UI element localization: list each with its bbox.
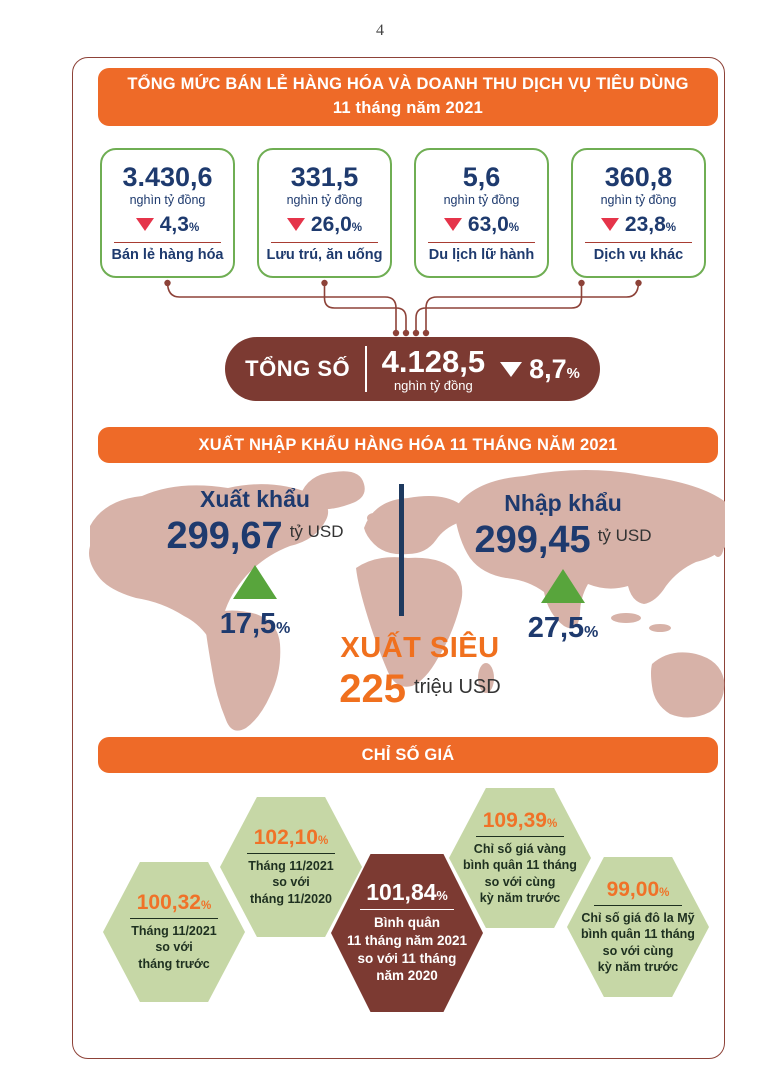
percent-sign: % bbox=[317, 835, 329, 848]
retail-title-line1: TỔNG MỨC BÁN LẺ HÀNG HÓA VÀ DOANH THU DỊ… bbox=[127, 75, 689, 94]
card-label: Bán lẻ hàng hóa bbox=[111, 246, 224, 263]
percent-sign: % bbox=[436, 889, 448, 904]
trade-surplus-block: XUẤT SIÊU 225 triệu USD bbox=[310, 632, 530, 709]
card-unit: nghìn tỷ đồng bbox=[129, 192, 206, 207]
card-value: 3.430,6 bbox=[122, 162, 213, 193]
total-banner: TỔNG SỐ 4.128,5 nghìn tỷ đồng 8,7% bbox=[225, 337, 600, 401]
card-du-lich-lu-hanh: 5,6 nghìn tỷ đồng 63,0% Du lịch lữ hành bbox=[414, 148, 549, 278]
content-frame bbox=[72, 57, 725, 1059]
percent-sign: % bbox=[276, 620, 291, 637]
total-unit: nghìn tỷ đồng bbox=[393, 378, 473, 393]
divider bbox=[129, 918, 219, 920]
hex-value: 101,84 bbox=[366, 879, 437, 906]
export-change-value: 17,5 bbox=[219, 608, 277, 640]
percent-sign: % bbox=[200, 900, 212, 913]
world-map bbox=[89, 470, 725, 731]
triangle-down-icon bbox=[443, 218, 462, 232]
percent-sign: % bbox=[546, 818, 558, 830]
total-label: TỔNG SỐ bbox=[245, 356, 351, 381]
export-label: Xuất khẩu bbox=[200, 486, 310, 512]
hex-label: Chỉ số giá đô la Mỹ bình quân 11 tháng s… bbox=[581, 911, 695, 974]
percent-sign: % bbox=[584, 624, 599, 641]
export-value: 299,67 bbox=[166, 515, 283, 557]
card-change: 4,3% bbox=[135, 212, 200, 237]
percent-sign: % bbox=[188, 221, 200, 234]
card-value: 331,5 bbox=[290, 162, 359, 193]
card-unit: nghìn tỷ đồng bbox=[600, 192, 677, 207]
triangle-up-icon bbox=[233, 565, 277, 599]
hex-label: Tháng 11/2021 so với tháng 11/2020 bbox=[248, 859, 334, 906]
price-title: CHỈ SỐ GIÁ bbox=[361, 745, 455, 764]
card-change-value: 63,0 bbox=[467, 212, 509, 236]
triangle-down-icon bbox=[135, 218, 154, 232]
card-label: Du lịch lữ hành bbox=[428, 246, 535, 263]
card-dich-vu-khac: 360,8 nghìn tỷ đồng 23,8% Dịch vụ khác bbox=[571, 148, 706, 278]
hex-label: Tháng 11/2021 so với tháng trước bbox=[131, 924, 217, 971]
percent-sign: % bbox=[665, 221, 677, 234]
import-block: Nhập khẩu 299,45 tỷ USD 27,5% bbox=[438, 490, 688, 645]
hex-label: Bình quân 11 tháng năm 2021 so với 11 th… bbox=[346, 915, 468, 984]
divider bbox=[365, 346, 367, 392]
import-unit: tỷ USD bbox=[597, 526, 652, 545]
hex-label: Chỉ số giá vàng bình quân 11 tháng so vớ… bbox=[463, 842, 577, 905]
card-change: 23,8% bbox=[600, 212, 677, 237]
retail-section-header: TỔNG MỨC BÁN LẺ HÀNG HÓA VÀ DOANH THU DỊ… bbox=[98, 68, 718, 126]
divider bbox=[427, 241, 536, 243]
divider bbox=[475, 836, 565, 837]
card-unit: nghìn tỷ đồng bbox=[286, 192, 363, 207]
card-change: 26,0% bbox=[286, 212, 363, 237]
hex-value: 102,10 bbox=[253, 826, 318, 850]
divider bbox=[113, 241, 222, 243]
card-unit: nghìn tỷ đồng bbox=[443, 192, 520, 207]
retail-title-line2: 11 tháng năm 2021 bbox=[332, 99, 484, 117]
import-label: Nhập khẩu bbox=[504, 490, 622, 516]
percent-sign: % bbox=[508, 221, 520, 234]
card-label: Lưu trú, ăn uống bbox=[266, 246, 383, 263]
export-block: Xuất khẩu 299,67 tỷ USD 17,5% bbox=[130, 486, 380, 641]
center-divider bbox=[399, 484, 404, 616]
card-luu-tru-an-uong: 331,5 nghìn tỷ đồng 26,0% Lưu trú, ăn uố… bbox=[257, 148, 392, 278]
divider bbox=[593, 905, 683, 906]
hex-value: 109,39 bbox=[482, 809, 547, 832]
card-value: 5,6 bbox=[462, 162, 501, 193]
total-value: 4.128,5 bbox=[381, 344, 486, 379]
card-change-value: 26,0 bbox=[310, 212, 352, 236]
surplus-unit: triệu USD bbox=[414, 676, 501, 698]
divider bbox=[584, 241, 693, 243]
export-unit: tỷ USD bbox=[289, 522, 344, 541]
trade-title: XUẤT NHẬP KHẨU HÀNG HÓA 11 THÁNG NĂM 202… bbox=[198, 435, 618, 454]
triangle-up-icon bbox=[541, 569, 585, 603]
card-change: 63,0% bbox=[443, 212, 520, 237]
import-change-value: 27,5 bbox=[527, 612, 585, 644]
price-section-header: CHỈ SỐ GIÁ bbox=[98, 737, 718, 773]
card-label: Dịch vụ khác bbox=[593, 246, 684, 263]
total-change: 8,7% bbox=[500, 354, 580, 385]
percent-sign: % bbox=[351, 221, 363, 234]
surplus-label: XUẤT SIÊU bbox=[340, 632, 500, 664]
card-value: 360,8 bbox=[604, 162, 673, 193]
triangle-down-icon bbox=[600, 218, 619, 232]
hex-value: 100,32 bbox=[136, 891, 201, 915]
divider bbox=[270, 241, 379, 243]
page-number: 4 bbox=[376, 22, 384, 39]
total-change-value: 8,7 bbox=[529, 353, 567, 384]
card-change-value: 23,8 bbox=[624, 212, 666, 236]
percent-sign: % bbox=[659, 887, 670, 899]
divider bbox=[359, 909, 455, 911]
trade-section-header: XUẤT NHẬP KHẨU HÀNG HÓA 11 THÁNG NĂM 202… bbox=[98, 427, 718, 463]
card-ban-le-hang-hoa: 3.430,6 nghìn tỷ đồng 4,3% Bán lẻ hàng h… bbox=[100, 148, 235, 278]
divider bbox=[246, 853, 336, 855]
triangle-down-icon bbox=[500, 361, 523, 377]
retail-cards: 3.430,6 nghìn tỷ đồng 4,3% Bán lẻ hàng h… bbox=[100, 148, 706, 278]
connector-lines bbox=[164, 279, 642, 337]
hex-value: 99,00 bbox=[606, 878, 660, 901]
percent-sign: % bbox=[566, 365, 580, 382]
surplus-value: 225 bbox=[339, 667, 407, 711]
import-value: 299,45 bbox=[474, 519, 591, 561]
triangle-down-icon bbox=[286, 218, 305, 232]
card-change-value: 4,3 bbox=[159, 212, 189, 236]
